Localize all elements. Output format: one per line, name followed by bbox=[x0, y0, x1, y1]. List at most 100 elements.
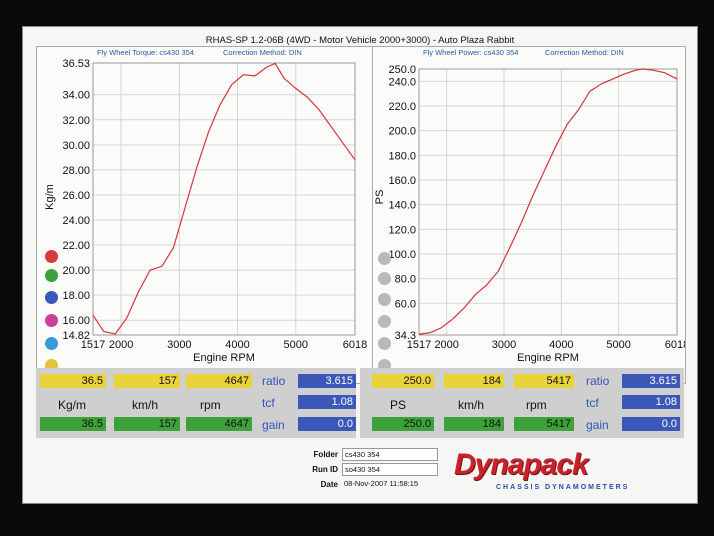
x-tick-label: 6018 bbox=[665, 339, 685, 351]
plot-frame bbox=[418, 68, 678, 336]
run-id-field[interactable]: so430 354 bbox=[342, 463, 438, 476]
y-tick-label: 140.0 bbox=[388, 200, 416, 212]
run-info-area: Folder cs430 354 Run ID so430 354 Date 0… bbox=[36, 442, 684, 500]
y-tick-label: 220.0 bbox=[388, 101, 416, 113]
torque-unit-label: Kg/m bbox=[58, 398, 87, 412]
y-tick-label: 18.00 bbox=[62, 290, 90, 302]
power-current-rpm: 5417 bbox=[514, 417, 574, 431]
y-axis-label: Kg/m bbox=[44, 184, 56, 210]
sheet-title: RHAS-SP 1.2-06B (4WD - Motor Vehicle 200… bbox=[205, 35, 515, 46]
power-gain-field[interactable]: 0.0 bbox=[622, 417, 680, 431]
y-tick-label: 240.0 bbox=[388, 76, 416, 88]
y-tick-label: 120.0 bbox=[388, 224, 416, 236]
power-tcf-label: tcf bbox=[586, 396, 599, 410]
y-tick-label: 36.53 bbox=[62, 58, 90, 70]
x-tick-label: 3000 bbox=[492, 339, 516, 351]
folder-key: Folder bbox=[313, 450, 338, 459]
y-tick-label: 22.00 bbox=[62, 240, 90, 252]
y-tick-label: 34.3 bbox=[395, 330, 416, 342]
y-tick-label: 80.0 bbox=[395, 274, 416, 286]
power-chart: Fly Wheel Power: cs430 354 Correction Me… bbox=[372, 46, 686, 384]
ratio-label: ratio bbox=[262, 374, 286, 388]
swatch-gray-1[interactable] bbox=[378, 252, 391, 265]
dynapack-tagline: CHASSIS DYNAMOMETERS bbox=[496, 484, 630, 491]
y-tick-label: 200.0 bbox=[388, 126, 416, 138]
series-line bbox=[418, 68, 678, 335]
tcf-label: tcf bbox=[262, 396, 275, 410]
gain-field[interactable]: 0.0 bbox=[298, 417, 356, 431]
y-tick-label: 26.00 bbox=[62, 190, 90, 202]
swatch-red[interactable] bbox=[45, 250, 58, 263]
power-unit-label: PS bbox=[390, 398, 407, 412]
power-gain-label: gain bbox=[586, 418, 609, 432]
folder-field[interactable]: cs430 354 bbox=[342, 448, 438, 461]
torque-current-value: 36.5 bbox=[40, 417, 106, 431]
ratio-field[interactable]: 3.615 bbox=[298, 374, 356, 388]
x-tick-label: 2000 bbox=[434, 339, 458, 351]
swatch-green[interactable] bbox=[45, 269, 58, 282]
y-tick-label: 100.0 bbox=[388, 249, 416, 261]
torque-chart: Fly Wheel Torque: cs430 354 Correction M… bbox=[36, 46, 374, 384]
y-tick-label: 60.0 bbox=[395, 298, 416, 310]
power-current-speed: 184 bbox=[444, 417, 504, 431]
torque-peak-speed: 157 bbox=[114, 374, 180, 388]
x-axis-label: Engine RPM bbox=[517, 352, 579, 364]
power-tcf-field[interactable]: 1.08 bbox=[622, 395, 680, 409]
torque-plot: 1517 2000 3000 4000 5000 6018 36.53 34.00 32.00 3… bbox=[44, 58, 367, 364]
y-axis-label: PS bbox=[374, 190, 386, 205]
power-peak-value: 250.0 bbox=[372, 374, 434, 388]
y-tick-label: 28.00 bbox=[62, 165, 90, 177]
torque-correction: Correction Method: DIN bbox=[223, 48, 302, 57]
y-tick-label: 180.0 bbox=[388, 150, 416, 162]
x-tick-label: 4000 bbox=[225, 339, 249, 351]
swatch-magenta[interactable] bbox=[45, 314, 58, 327]
y-tick-label: 32.00 bbox=[62, 115, 90, 127]
dyno-sheet: RHAS-SP 1.2-06B (4WD - Motor Vehicle 200… bbox=[22, 26, 698, 504]
y-tick-label: 250.0 bbox=[388, 64, 416, 76]
y-tick-label: 14.82 bbox=[62, 330, 90, 342]
torque-subtitle: Fly Wheel Torque: cs430 354 bbox=[97, 48, 194, 57]
plot-frame bbox=[92, 62, 356, 336]
swatch-gray-5[interactable] bbox=[378, 337, 391, 350]
swatch-gray-4[interactable] bbox=[378, 315, 391, 328]
swatch-blue[interactable] bbox=[45, 291, 58, 304]
x-tick-label: 5000 bbox=[284, 339, 308, 351]
swatch-gray-2[interactable] bbox=[378, 272, 391, 285]
y-tick-label: 34.00 bbox=[62, 90, 90, 102]
x-tick-label: 2000 bbox=[109, 339, 133, 351]
x-tick-label: 5000 bbox=[606, 339, 630, 351]
power-current-value: 250.0 bbox=[372, 417, 434, 431]
power-ratio-field[interactable]: 3.615 bbox=[622, 374, 680, 388]
y-tick-label: 24.00 bbox=[62, 215, 90, 227]
torque-readout-panel: 36.5 157 4647 Kg/m km/h rpm 36.5 157 464… bbox=[36, 368, 356, 438]
gain-label: gain bbox=[262, 418, 285, 432]
y-tick-label: 16.00 bbox=[62, 315, 90, 327]
speed-unit-label: km/h bbox=[132, 398, 159, 412]
power-readout-panel: 250.0 184 5417 PS km/h rpm 250.0 184 541… bbox=[360, 368, 684, 438]
power-ratio-label: ratio bbox=[586, 374, 610, 388]
power-speed-unit-label: km/h bbox=[458, 398, 485, 412]
run-id-key: Run ID bbox=[312, 465, 338, 474]
x-tick-label: 1517 bbox=[81, 339, 105, 351]
x-tick-label: 3000 bbox=[167, 339, 191, 351]
series-line bbox=[92, 62, 356, 335]
x-tick-label: 6018 bbox=[343, 339, 367, 351]
power-peak-rpm: 5417 bbox=[514, 374, 574, 388]
torque-peak-rpm: 4647 bbox=[186, 374, 252, 388]
y-tick-label: 30.00 bbox=[62, 140, 90, 152]
power-rpm-unit-label: rpm bbox=[526, 398, 547, 412]
x-axis-label: Engine RPM bbox=[193, 352, 255, 364]
power-correction: Correction Method: DIN bbox=[545, 48, 624, 57]
dynapack-logo: Dynapack bbox=[454, 448, 589, 481]
rpm-unit-label: rpm bbox=[200, 398, 221, 412]
date-value: 08-Nov-2007 11:58:15 bbox=[344, 479, 419, 488]
torque-current-speed: 157 bbox=[114, 417, 180, 431]
torque-current-rpm: 4647 bbox=[186, 417, 252, 431]
x-tick-label: 4000 bbox=[549, 339, 573, 351]
swatch-gray-3[interactable] bbox=[378, 293, 391, 306]
power-peak-speed: 184 bbox=[444, 374, 504, 388]
date-key: Date bbox=[320, 480, 338, 489]
swatch-cyan[interactable] bbox=[45, 337, 58, 350]
tcf-field[interactable]: 1.08 bbox=[298, 395, 356, 409]
